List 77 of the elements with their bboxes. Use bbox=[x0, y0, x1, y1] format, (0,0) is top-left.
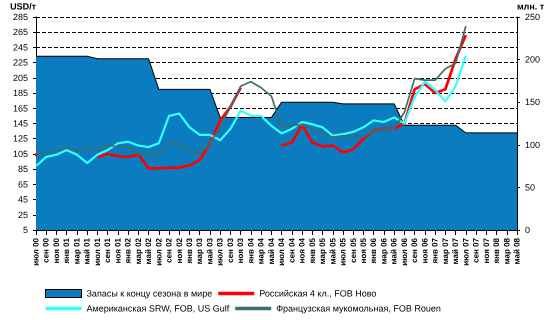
x-tick-label: ноя 04 bbox=[298, 237, 307, 264]
x-tick-label: ноя 02 bbox=[174, 237, 184, 264]
y2-tick-label: 150 bbox=[525, 97, 540, 108]
x-tick-label: июл 02 bbox=[154, 237, 164, 266]
y-tick-label: 265 bbox=[12, 27, 28, 38]
x-tick-label: мар 03 bbox=[195, 237, 204, 264]
x-tick-label: ноя 07 bbox=[482, 237, 491, 264]
y-tick-label: 65 bbox=[18, 179, 28, 190]
y-tick-label: 285 bbox=[12, 12, 28, 22]
legend-label: Французская мукомольная, FOB Rouen bbox=[276, 304, 441, 314]
x-tick-label: май 07 bbox=[451, 237, 460, 264]
x-tick-label: ноя 03 bbox=[236, 237, 246, 264]
x-tick-label: янв 04 bbox=[246, 237, 256, 264]
line-series bbox=[35, 25, 467, 156]
y-tick-label: 25 bbox=[18, 210, 28, 220]
x-tick-label: янв 02 bbox=[124, 237, 133, 264]
x-tick-label: июл 05 bbox=[338, 237, 348, 266]
y-tick-label: 165 bbox=[12, 103, 28, 114]
x-tick-label: мар 04 bbox=[256, 237, 266, 264]
x-tick-label: сен 02 bbox=[164, 237, 174, 263]
x-tick-label: янв 08 bbox=[492, 237, 502, 264]
x-tick-label: май 08 bbox=[512, 237, 522, 264]
x-tick-label: сен 01 bbox=[103, 237, 112, 263]
x-tick-label: май 02 bbox=[144, 237, 154, 264]
x-tick-label: июл 07 bbox=[461, 237, 470, 266]
legend-label: Российская 4 кл., FOB Ново bbox=[259, 288, 376, 298]
y2-tick-label: 0 bbox=[525, 225, 530, 235]
y2-axis-title: млн. т bbox=[517, 2, 545, 12]
x-tick-label: сен 03 bbox=[226, 237, 235, 263]
x-tick-label: мар 07 bbox=[440, 237, 450, 264]
y-tick-label: 245 bbox=[12, 42, 28, 52]
x-tick-label: сен 07 bbox=[472, 237, 481, 263]
x-tick-label: июл 01 bbox=[92, 237, 102, 266]
x-tick-label: янв 07 bbox=[430, 237, 440, 264]
y-tick-label: 185 bbox=[12, 88, 28, 98]
x-tick-label: мар 05 bbox=[318, 237, 328, 264]
x-tick-label: май 03 bbox=[205, 237, 214, 264]
y-tick-label: 105 bbox=[12, 148, 28, 159]
x-tick-label: май 05 bbox=[328, 237, 338, 264]
y2-tick-label: 50 bbox=[525, 182, 536, 192]
x-tick-label: янв 01 bbox=[62, 237, 72, 264]
x-tick-label: мар 01 bbox=[72, 237, 82, 264]
legend-label: Запасы к концу сезона в мире bbox=[86, 288, 212, 298]
x-tick-label: май 06 bbox=[390, 237, 399, 264]
x-tick-label: мар 06 bbox=[379, 237, 388, 264]
x-tick-label: янв 06 bbox=[369, 237, 378, 264]
y2-tick-label: 100 bbox=[525, 140, 540, 150]
x-tick-label: май 04 bbox=[266, 237, 276, 264]
y-tick-label: 145 bbox=[12, 118, 28, 128]
x-tick-label: ноя 06 bbox=[420, 237, 430, 264]
line-series bbox=[34, 54, 467, 168]
y-tick-label: 125 bbox=[12, 134, 28, 144]
y2-tick-label: 200 bbox=[525, 54, 540, 65]
x-tick-label: июл 00 bbox=[32, 237, 40, 266]
x-tick-label: сен 00 bbox=[42, 237, 51, 263]
y-tick-label: 225 bbox=[12, 58, 28, 68]
x-tick-label: мар 02 bbox=[134, 237, 143, 264]
x-tick-label: сен 05 bbox=[348, 237, 358, 263]
y-tick-label: 205 bbox=[12, 72, 28, 83]
y-tick-label: 45 bbox=[18, 194, 28, 205]
x-tick-label: июл 06 bbox=[400, 237, 409, 266]
x-tick-label: ноя 00 bbox=[52, 237, 61, 264]
x-tick-label: янв 03 bbox=[185, 237, 194, 264]
y-tick-label: 5 bbox=[22, 225, 28, 235]
x-tick-label: май 01 bbox=[82, 237, 92, 264]
x-tick-label: сен 04 bbox=[287, 237, 296, 263]
y-tick-label: 85 bbox=[18, 164, 28, 174]
x-tick-label: июл 03 bbox=[216, 237, 225, 266]
x-tick-label: июл 04 bbox=[277, 237, 286, 266]
legend-label: Американская SRW, FOB, US Gulf bbox=[86, 304, 230, 314]
x-tick-label: ноя 05 bbox=[358, 237, 368, 264]
x-tick-label: сен 06 bbox=[410, 237, 420, 263]
y-axis-title: USD/т bbox=[10, 2, 37, 12]
x-tick-label: мар 08 bbox=[502, 237, 512, 264]
x-tick-label: ноя 01 bbox=[113, 237, 122, 264]
x-tick-label: янв 05 bbox=[308, 237, 317, 264]
y2-tick-label: 250 bbox=[525, 12, 540, 22]
